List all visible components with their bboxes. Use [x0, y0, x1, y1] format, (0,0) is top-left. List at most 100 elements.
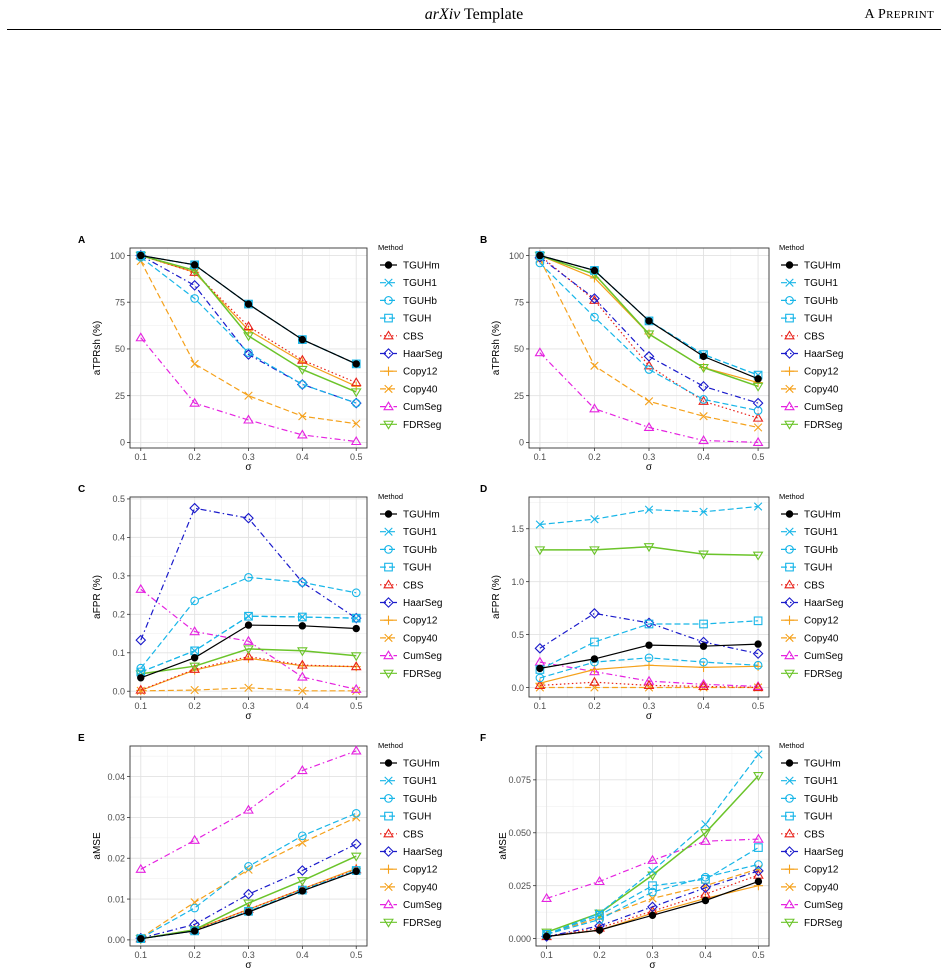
legend-key-marker: [383, 650, 394, 660]
data-point: [298, 578, 307, 587]
x-tick-label: 0.2: [588, 701, 601, 711]
data-point: [643, 360, 655, 370]
y-tick-label: 0.01: [107, 894, 125, 904]
legend-item: Copy12: [380, 864, 438, 876]
series-copy40: [136, 256, 361, 428]
x-tick-label: 0.3: [646, 950, 659, 960]
data-point: [644, 316, 654, 326]
data-point: [244, 908, 253, 916]
legend-label: TGUH: [403, 563, 431, 574]
data-point: [350, 852, 362, 862]
legend-item: TGUH1: [380, 527, 437, 538]
y-tick-label: 75: [514, 298, 524, 308]
legend-key-marker: [384, 527, 393, 536]
y-axis-label: aTPRsh (%): [491, 321, 502, 375]
legend-key-marker: [785, 510, 794, 518]
series-cbs: [534, 676, 764, 692]
data-point: [296, 765, 308, 775]
legend-item: CBS: [380, 579, 424, 591]
data-point: [296, 365, 308, 375]
data-point: [700, 835, 711, 845]
legend-label: CBS: [804, 331, 825, 342]
data-point: [752, 397, 764, 409]
chart-panel-a: A 0 25 50 75 100 0.1 0.2 0.3 0.4 0.5 σ aTPRsh (%) Met…: [78, 235, 442, 473]
legend-key-marker: [785, 527, 794, 536]
legend-item: HaarSeg: [380, 348, 442, 360]
legend-title: Method: [779, 492, 804, 501]
series-line: [539, 612, 759, 655]
series-tguhm: [137, 867, 360, 943]
data-point: [752, 412, 764, 422]
legend-item: Copy40: [380, 384, 438, 395]
legend-label: TGUH1: [403, 278, 437, 289]
x-tick-label: 0.3: [242, 950, 255, 960]
legend-key-marker: [785, 633, 794, 643]
legend-label: FDRSeg: [804, 420, 842, 431]
legend-item: CBS: [781, 828, 825, 840]
series-line: [546, 870, 759, 938]
data-point: [298, 335, 307, 344]
series-line: [546, 863, 759, 935]
legend-key-marker: [784, 846, 795, 857]
legend-item: TGUHm: [781, 261, 841, 272]
x-axis-label: σ: [245, 462, 252, 473]
data-point: [754, 750, 763, 759]
legend-title: Method: [779, 243, 804, 252]
data-point: [189, 626, 201, 636]
x-axis-label: σ: [646, 462, 653, 473]
legend-key-marker: [384, 882, 393, 892]
panel-label: A: [78, 235, 85, 246]
legend-item: TGUH1: [380, 278, 437, 289]
data-point: [699, 395, 708, 404]
legend-key-marker: [384, 384, 393, 394]
data-point: [541, 892, 552, 902]
data-point: [296, 877, 308, 887]
data-point: [752, 382, 764, 392]
data-point: [534, 546, 546, 556]
legend-item: TGUHb: [781, 794, 838, 805]
data-point: [698, 550, 709, 560]
data-point: [350, 683, 362, 693]
series-cumseg: [135, 332, 362, 446]
series-line: [140, 855, 357, 940]
x-tick-label: 0.4: [296, 701, 309, 711]
legend-label: HaarSeg: [804, 847, 843, 858]
panel-label: C: [78, 484, 85, 495]
panel-label: D: [480, 484, 487, 495]
legend-item: TGUHb: [380, 296, 437, 307]
data-point: [243, 888, 254, 900]
data-point: [590, 266, 599, 275]
legend-title: Method: [378, 243, 403, 252]
y-tick-label: 0.3: [112, 571, 125, 581]
data-point: [535, 520, 545, 529]
legend-label: FDRSeg: [403, 669, 441, 680]
series-tguh: [542, 843, 763, 939]
legend-label: CumSeg: [804, 900, 843, 911]
series-tguhm: [137, 621, 360, 682]
x-tick-label: 0.1: [534, 452, 547, 462]
legend-item: Copy40: [380, 633, 438, 644]
data-point: [244, 299, 253, 309]
data-point: [244, 683, 253, 692]
legend-key-marker: [785, 384, 794, 394]
y-tick-label: 0.5: [511, 630, 524, 640]
legend-key-marker: [383, 918, 394, 928]
data-point: [350, 661, 362, 671]
y-tick-label: 0.00: [107, 935, 125, 945]
legend-key-marker: [785, 545, 794, 554]
data-point: [590, 515, 599, 524]
x-tick-label: 0.3: [242, 452, 255, 462]
data-point: [244, 611, 253, 621]
legend-key-marker: [383, 828, 394, 838]
data-point: [137, 934, 145, 943]
data-point: [243, 414, 254, 424]
data-point: [298, 686, 307, 696]
legend-item: Copy40: [781, 633, 839, 644]
y-tick-label: 50: [115, 344, 125, 354]
data-point: [244, 621, 253, 629]
data-point: [595, 910, 604, 920]
legend-label: TGUHb: [804, 296, 838, 307]
series-line: [140, 843, 357, 939]
legend-key-marker: [383, 846, 394, 857]
